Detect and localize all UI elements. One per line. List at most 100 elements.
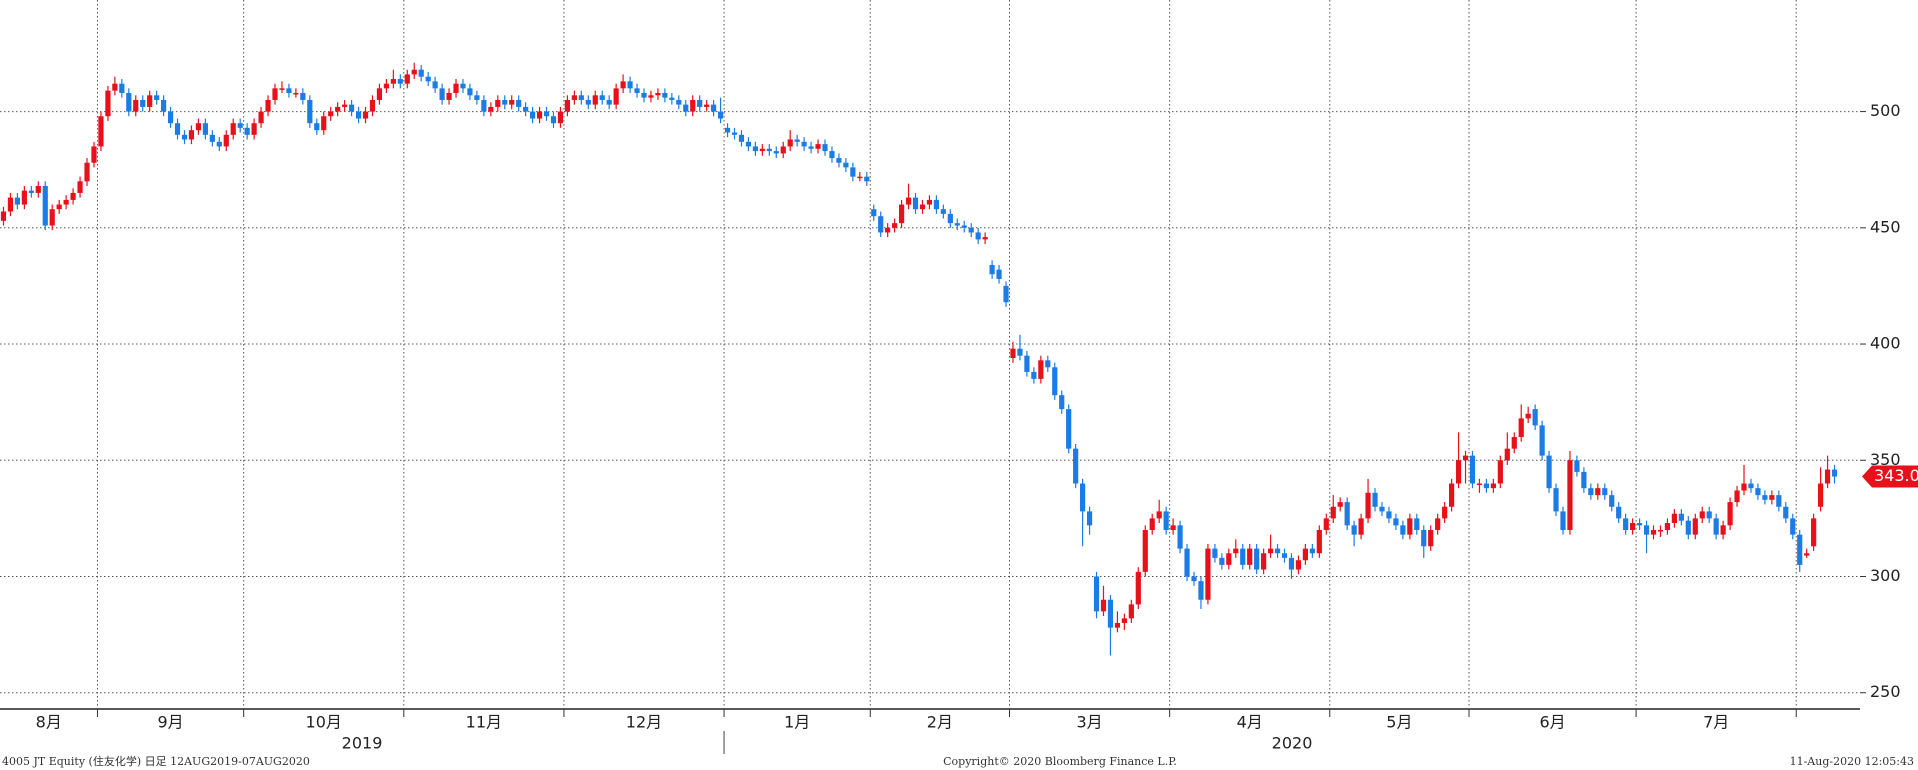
candle-body [1804, 553, 1810, 556]
candle-body [42, 185, 48, 226]
candle-body [251, 123, 257, 135]
candle-body [1720, 525, 1726, 535]
candle-body [1462, 455, 1469, 461]
month-label: 7月 [1703, 713, 1729, 732]
candle-body [509, 99, 515, 105]
candle-body [724, 127, 731, 133]
candle-body [641, 92, 647, 98]
last-price-tag [1862, 465, 1918, 488]
candle-body [1435, 518, 1441, 531]
candle-body [836, 158, 842, 163]
candle-body [1316, 530, 1322, 554]
candle-body [926, 199, 933, 205]
candle-body [355, 111, 362, 119]
candle-body [780, 146, 786, 154]
candle-body [1636, 523, 1643, 526]
candle-body [1414, 518, 1420, 531]
candle-body [481, 99, 487, 112]
candle-body [1490, 483, 1496, 489]
candle-body [947, 213, 953, 224]
month-label: 8月 [36, 713, 62, 732]
candle-body [1107, 599, 1114, 628]
candle-body [530, 111, 536, 119]
candle-body [35, 185, 41, 193]
candle-body [140, 99, 146, 107]
candle-body [1184, 548, 1190, 577]
candle-body [244, 127, 250, 135]
candle-body [1790, 518, 1796, 535]
candle-body [878, 216, 884, 233]
y-tick-label: 500 [1870, 101, 1901, 120]
candle-body [697, 99, 703, 107]
candle-body [1372, 492, 1378, 507]
candle-body [592, 95, 598, 105]
candle-body [620, 81, 626, 89]
candle-body [216, 141, 222, 147]
candle-body [1156, 511, 1162, 519]
candle-body [1748, 483, 1754, 489]
candle-body [516, 99, 522, 107]
candle-body [711, 104, 717, 112]
candle-body [1525, 413, 1531, 419]
candle-body [543, 111, 550, 117]
candle-body [1017, 348, 1023, 356]
candle-body [1692, 518, 1698, 535]
month-label: 3月 [1076, 713, 1102, 732]
candle-body [383, 83, 389, 89]
candle-body [411, 69, 417, 75]
candle-body [585, 99, 591, 105]
candle-body [502, 99, 508, 105]
candle-body [627, 81, 633, 89]
candle-body [523, 106, 529, 112]
candle-body [404, 74, 410, 84]
candle-body [195, 123, 202, 131]
candle-body [1581, 471, 1587, 489]
candle-body [1100, 599, 1107, 612]
candle-body [704, 104, 710, 107]
candle-body [1407, 518, 1413, 535]
candle-body [989, 265, 995, 275]
candle-body [536, 111, 543, 119]
candle-body [1609, 495, 1615, 507]
candle-body [822, 144, 828, 152]
candle-body [773, 151, 779, 154]
candle-body [1302, 548, 1308, 561]
candle-body [676, 99, 682, 105]
candle-body [1476, 483, 1483, 486]
month-label: 1月 [784, 713, 810, 732]
month-label: 11月 [466, 713, 502, 732]
candle-body [557, 111, 564, 124]
candle-body [293, 92, 299, 95]
candle-body [954, 223, 960, 226]
candle-body [1643, 525, 1650, 535]
month-label: 6月 [1539, 713, 1565, 732]
y-tick-label: 300 [1870, 566, 1901, 585]
candle-body [550, 116, 557, 124]
candle-body [161, 99, 167, 112]
candle-body [1205, 548, 1211, 600]
candle-body [1657, 530, 1664, 532]
candle-body [1664, 523, 1671, 531]
candle-body [1783, 506, 1789, 519]
candle-body [1121, 618, 1127, 623]
candle-body [230, 123, 236, 135]
candle-body [1713, 518, 1719, 535]
candle-body [223, 134, 229, 147]
candle-body [1706, 511, 1712, 519]
candle-body [7, 197, 14, 212]
candle-body [1281, 553, 1288, 558]
candle-body [1602, 488, 1608, 496]
candle-body [418, 69, 424, 77]
y-tick-label: 250 [1870, 682, 1901, 701]
candle-body [1623, 518, 1629, 531]
candle-body [1024, 355, 1030, 372]
candle-body [209, 134, 215, 142]
candle-body [488, 106, 494, 112]
candle-body [119, 83, 125, 93]
candle-body [1560, 511, 1566, 531]
candle-body [1261, 553, 1267, 570]
candle-body [188, 130, 195, 140]
candle-body [1483, 483, 1490, 489]
candle-body [759, 148, 765, 152]
